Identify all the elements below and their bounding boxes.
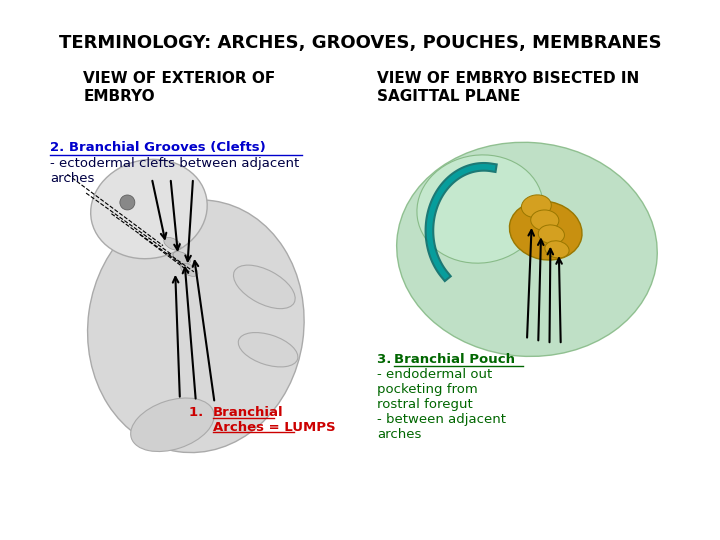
Text: 1.: 1. [189,406,213,419]
Text: Branchial Pouch: Branchial Pouch [394,353,515,366]
Ellipse shape [233,265,295,309]
Ellipse shape [545,241,569,258]
Ellipse shape [510,201,582,260]
Ellipse shape [521,195,552,218]
Text: Branchial
Arches = LUMPS: Branchial Arches = LUMPS [212,406,336,434]
Ellipse shape [91,159,207,259]
Text: VIEW OF EXTERIOR OF
EMBRYO: VIEW OF EXTERIOR OF EMBRYO [84,71,276,104]
Ellipse shape [238,333,298,367]
Ellipse shape [163,238,181,250]
Ellipse shape [88,200,304,453]
Ellipse shape [130,398,214,451]
Ellipse shape [397,143,657,356]
Circle shape [120,195,135,210]
Text: VIEW OF EMBRYO BISECTED IN
SAGITTAL PLANE: VIEW OF EMBRYO BISECTED IN SAGITTAL PLAN… [377,71,639,104]
Text: - endodermal out
pocketing from
rostral foregut
- between adjacent
arches: - endodermal out pocketing from rostral … [377,368,506,442]
Text: TERMINOLOGY: ARCHES, GROOVES, POUCHES, MEMBRANES: TERMINOLOGY: ARCHES, GROOVES, POUCHES, M… [59,33,661,52]
Ellipse shape [417,155,543,263]
Ellipse shape [531,210,559,231]
Ellipse shape [539,225,564,244]
Text: 3.: 3. [377,353,396,366]
Text: 2. Branchial Grooves (Clefts): 2. Branchial Grooves (Clefts) [50,140,266,153]
Text: - ectodermal clefts between adjacent
arches: - ectodermal clefts between adjacent arc… [50,158,300,185]
Ellipse shape [181,264,198,276]
Ellipse shape [173,252,190,264]
